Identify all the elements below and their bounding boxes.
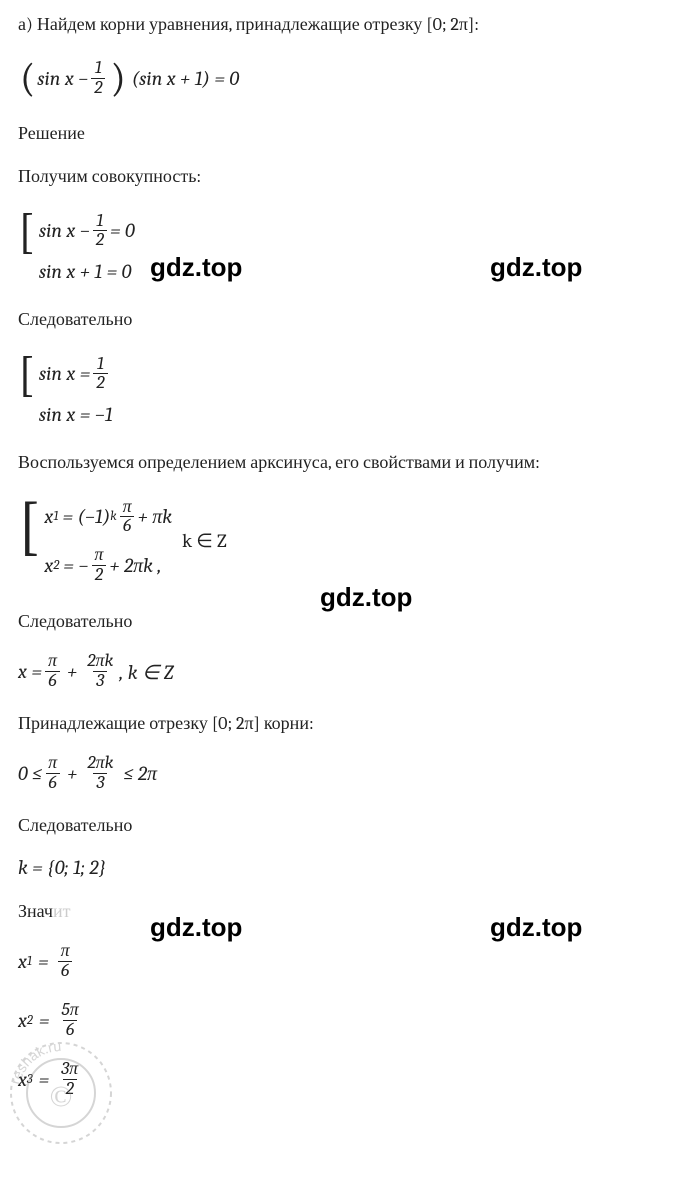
frac-half: 1 2 [93,212,107,251]
frac-half: 1 2 [91,59,105,98]
frac-num: 1 [94,355,107,374]
system-3: [ x1 = (−1)k π 6 + πk x2 = − π 2 + 2πk ,… [18,494,667,590]
frac-pi6: π 6 [58,942,73,981]
frac-den: 2 [91,78,105,98]
plus: + [67,762,77,785]
frac-num: π [91,546,106,565]
frac-2pk3: 2πk 3 [84,652,116,691]
answer-x2: x2 = 5π 6 [18,1001,667,1040]
equals: = [39,1068,50,1091]
frac-den: 6 [63,1020,77,1040]
equals: = [38,950,49,973]
frac-3pi2: 3π 2 [58,1060,81,1099]
superscript: k [110,509,116,524]
frac-num: 2πk [84,754,116,773]
frac-half: 1 2 [93,355,107,394]
paren-close: ) [110,55,125,101]
frac-num: 1 [92,59,105,78]
frac-den: 2 [63,1079,77,1099]
sys-term: = (−1) [62,505,110,528]
sledov-label: Следовательно [18,813,667,838]
var-x: x [18,950,27,973]
sys-term: + 2πk , [109,554,161,578]
frac-den: 6 [58,961,72,981]
subscript: 3 [27,1072,33,1087]
var-x: x = [18,660,42,683]
intro-text: а) Найдем корни уравнения, принадлежащие… [18,12,667,37]
frac-den: 2 [92,565,106,585]
system-row: sin x = 1 2 [39,355,113,394]
prinad-label: Принадлежащие отрезку [0; 2π] корни: [18,711,667,736]
sys-term: sin x = [39,362,91,385]
sys-term: sin x = −1 [39,403,113,426]
sys-term: = 0 [110,219,135,242]
frac-den: 6 [120,516,134,536]
ineq-term: ≤ 2π [123,762,157,786]
equals: = [39,1009,50,1032]
frac-num: π [45,754,60,773]
combined-x: x = π 6 + 2πk 3 , k ∈ Z [18,652,667,691]
system-row: x2 = − π 2 + 2πk , [44,546,172,585]
subscript: 2 [27,1013,33,1028]
bracket-icon: [ [18,351,35,431]
frac-den: 3 [93,773,107,793]
frac-pi6: π 6 [45,652,60,691]
frac-num: π [58,942,73,961]
arcsin-label: Воспользуемся определением арксинуса, ег… [18,450,667,475]
answer-x3: x3 = 3π 2 [18,1060,667,1099]
bracket-icon: [ [18,494,40,590]
sys-term: + πk [138,505,172,529]
var-x: x [44,505,53,528]
frac-5pi6: 5π 6 [59,1001,82,1040]
sovokup-label: Получим совокупность: [18,164,667,189]
znachit-label: Значит [18,899,667,924]
frac-den: 2 [93,373,107,393]
system-row: sin x + 1 = 0 [39,260,135,283]
k-in-z: , k ∈ Z [119,660,173,684]
frac-den: 6 [45,671,59,691]
subscript: 1 [27,954,32,969]
answer-x1: x1 = π 6 [18,942,667,981]
frac-den: 3 [93,671,107,691]
system-2: [ sin x = 1 2 sin x = −1 [18,351,667,431]
sledov-label: Следовательно [18,609,667,634]
bracket-icon: [ [18,208,35,288]
frac-num: π [45,652,60,671]
frac-2pk3: 2πk 3 [84,754,116,793]
paren-open: ( [20,55,35,101]
var-x: x [18,1009,27,1032]
main-equation: ( sin x − 1 2 ) (sin x + 1) = 0 [18,55,667,101]
frac-num: 5π [59,1001,82,1020]
frac-pi2: π 2 [91,546,106,585]
frac-num: 2πk [84,652,116,671]
frac-den: 6 [46,773,60,793]
sys-term: sin x + 1 = 0 [39,260,132,283]
var-x: x [18,1068,27,1091]
system-row: sin x − 1 2 = 0 [39,212,135,251]
frac-pi6: π 6 [45,754,60,793]
frac-den: 2 [93,230,107,250]
sys-term: = − [63,554,88,577]
solution-label: Решение [18,121,667,146]
k-in-z: k ∈ Z [182,530,227,552]
system-row: sin x = −1 [39,403,113,426]
system-row: x1 = (−1)k π 6 + πk [44,498,172,537]
subscript: 1 [53,509,58,524]
right-factor: (sin x + 1) = 0 [132,67,239,90]
sys-term: sin x − [39,219,90,242]
ineq-term: 0 ≤ [18,762,42,785]
system-1: [ sin x − 1 2 = 0 sin x + 1 = 0 [18,208,667,288]
sinx-term: sin x − [37,67,88,90]
plus: + [67,660,77,683]
frac-num: 1 [93,212,106,231]
subscript: 2 [53,558,59,573]
frac-num: π [120,498,135,517]
frac-pi6: π 6 [120,498,135,537]
var-x: x [44,554,53,577]
frac-num: 3π [58,1060,81,1079]
sledov-label: Следовательно [18,307,667,332]
inequality: 0 ≤ π 6 + 2πk 3 ≤ 2π [18,754,667,793]
k-set: k = {0; 1; 2} [18,856,667,879]
